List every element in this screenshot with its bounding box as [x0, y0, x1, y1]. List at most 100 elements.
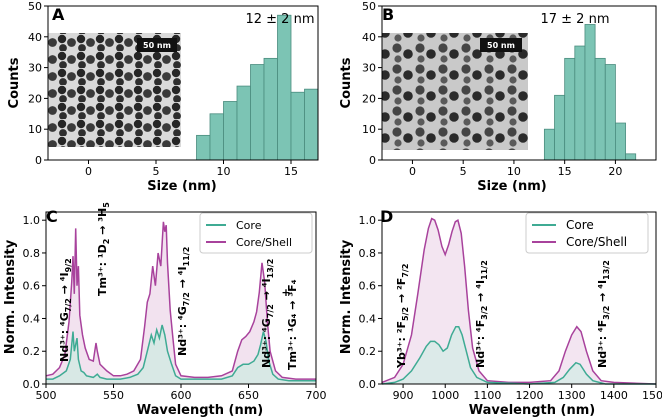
x-tick-label: 0 — [85, 165, 92, 178]
legend-core-label-c: Core — [236, 219, 262, 232]
y-tick-label: 40 — [362, 31, 376, 44]
legend-c: Core Core/Shell — [199, 212, 313, 254]
x-tick-label: 5 — [153, 165, 160, 178]
x-tick-label: 15 — [558, 165, 572, 178]
x-tick-label: 1200 — [516, 389, 544, 402]
x-tick-label: 1300 — [558, 389, 586, 402]
x-tick-label: 650 — [238, 389, 259, 402]
histogram-bar — [625, 153, 637, 161]
x-tick-label: 600 — [171, 389, 192, 402]
y-tick-label: 50 — [362, 0, 376, 13]
x-tick-label: 10 — [507, 165, 521, 178]
histogram-bar — [250, 64, 265, 161]
ticks-a: 0 5 10 15 0 10 20 30 40 50 — [28, 0, 319, 178]
histogram-bar — [564, 57, 576, 161]
xlabel-b: Size (nm) — [477, 179, 546, 194]
histogram-bar — [236, 85, 251, 161]
legend-core-label-d: Core — [566, 218, 594, 232]
histogram-bar — [615, 122, 626, 161]
x-tick-label: 900 — [393, 389, 414, 402]
x-tick-label: 15 — [284, 165, 298, 178]
panel-a: A 50 nm 0 5 10 15 0 10 20 30 40 50 12 ± 2 nm Size… — [7, 0, 319, 194]
y-tick-label: 10 — [28, 123, 42, 136]
annotation-c-3: Nd³⁺: ⁴G7/2 → ⁴I11/2 — [176, 247, 191, 356]
area-core — [382, 326, 656, 384]
x-tick-label: 1100 — [473, 389, 501, 402]
xlabel-a: Size (nm) — [147, 179, 216, 194]
xlabel-c: Wavelength (nm) — [137, 403, 263, 418]
legend-shell-label-d: Core/Shell — [566, 235, 627, 249]
x-tick-label: 550 — [103, 389, 124, 402]
ylabel-a: Counts — [7, 57, 22, 108]
line-core — [46, 324, 316, 382]
histogram-bar — [209, 113, 224, 161]
axes-frame-b — [381, 5, 657, 161]
scale-bar-box-b — [480, 38, 522, 52]
histogram-bar — [604, 64, 616, 161]
x-tick-label: 1000 — [431, 389, 459, 402]
x-tick-label: 5 — [460, 165, 467, 178]
axes-frame-d — [381, 211, 657, 385]
histogram-bar — [290, 91, 305, 161]
y-tick-label: 0.8 — [359, 247, 377, 260]
y-tick-label: 1.0 — [23, 214, 41, 227]
y-tick-label: 20 — [362, 92, 376, 105]
x-tick-label: 1400 — [600, 389, 628, 402]
histogram-bar — [554, 94, 566, 161]
y-tick-label: 30 — [362, 62, 376, 75]
ylabel-b: Counts — [339, 57, 354, 108]
y-tick-label: 1.0 — [359, 214, 377, 227]
annotation-c-2: Tm³⁺: ¹D2 → ³H5 — [96, 202, 111, 296]
panel-label-c: C — [46, 207, 58, 226]
y-tick-label: 0.8 — [23, 247, 41, 260]
y-tick-label: 0.6 — [23, 280, 41, 293]
histogram-bar — [196, 134, 211, 161]
spectrum-d — [381, 217, 657, 385]
histogram-bar — [304, 88, 319, 161]
y-tick-label: 0.6 — [359, 280, 377, 293]
y-tick-label: 50 — [28, 0, 42, 13]
histogram-bar — [277, 14, 292, 161]
y-tick-label: 20 — [28, 92, 42, 105]
area-core — [46, 325, 316, 384]
y-tick-label: 0.2 — [23, 345, 41, 358]
histogram-bar — [574, 45, 586, 161]
ticks-c: 500 550 600 650 700 0.0 0.2 0.4 0.6 0.8 1.0 — [23, 211, 327, 402]
tem-micrograph-b — [382, 33, 528, 150]
annotation-c-4: Nd³⁺: ⁴G7/2 → ⁴I13/2 — [260, 259, 275, 368]
panel-label-b: B — [382, 5, 394, 24]
histogram-bar — [263, 57, 278, 161]
x-tick-label: 10 — [217, 165, 231, 178]
y-tick-label: 30 — [28, 62, 42, 75]
axes-frame-a — [47, 5, 319, 161]
x-tick-label: 0 — [409, 165, 416, 178]
legend-d: Core Core/Shell — [525, 212, 649, 254]
y-tick-label: 10 — [362, 123, 376, 136]
scale-bar-label-b: 50 nm — [487, 41, 515, 50]
panel-d: D 9001000110012001300140015000.00.20.40.… — [339, 207, 662, 418]
annotation-d-1: Yb³⁺: ²F5/2 → ²F7/2 — [395, 264, 410, 369]
histogram-bar — [543, 128, 555, 161]
ylabel-c: Norm. Intensity — [3, 239, 18, 354]
panel-c: C 500 550 600 650 700 0.0 0.2 0.4 0.6 0.8 1.0 Core… — [3, 202, 327, 418]
scale-bar-label-a: 50 nm — [143, 41, 171, 50]
y-tick-label: 0.4 — [359, 312, 377, 325]
line-core-shell — [381, 217, 657, 385]
y-tick-label: 40 — [28, 31, 42, 44]
spectrum-c — [45, 221, 316, 384]
annotation-c-1: Nd³⁺: ⁴G7/2 → ⁴I9/2 — [58, 258, 73, 362]
ticks-b: 0 5 10 15 20 0 10 20 30 40 50 — [362, 0, 657, 178]
panel-label-a: A — [52, 5, 65, 24]
x-tick-label: 20 — [608, 165, 622, 178]
y-tick-label: 0 — [369, 154, 376, 167]
y-tick-label: 0.0 — [23, 378, 41, 391]
x-tick-label: 500 — [36, 389, 57, 402]
panel-b: B 50 nm 0 5 10 15 20 0 10 20 30 40 50 17 ± 2 nm Si… — [339, 0, 657, 194]
xlabel-d: Wavelength (nm) — [469, 403, 595, 418]
histogram-bar — [223, 101, 238, 161]
y-tick-label: 0.2 — [359, 345, 377, 358]
mean-size-b: 17 ± 2 nm — [540, 12, 609, 27]
